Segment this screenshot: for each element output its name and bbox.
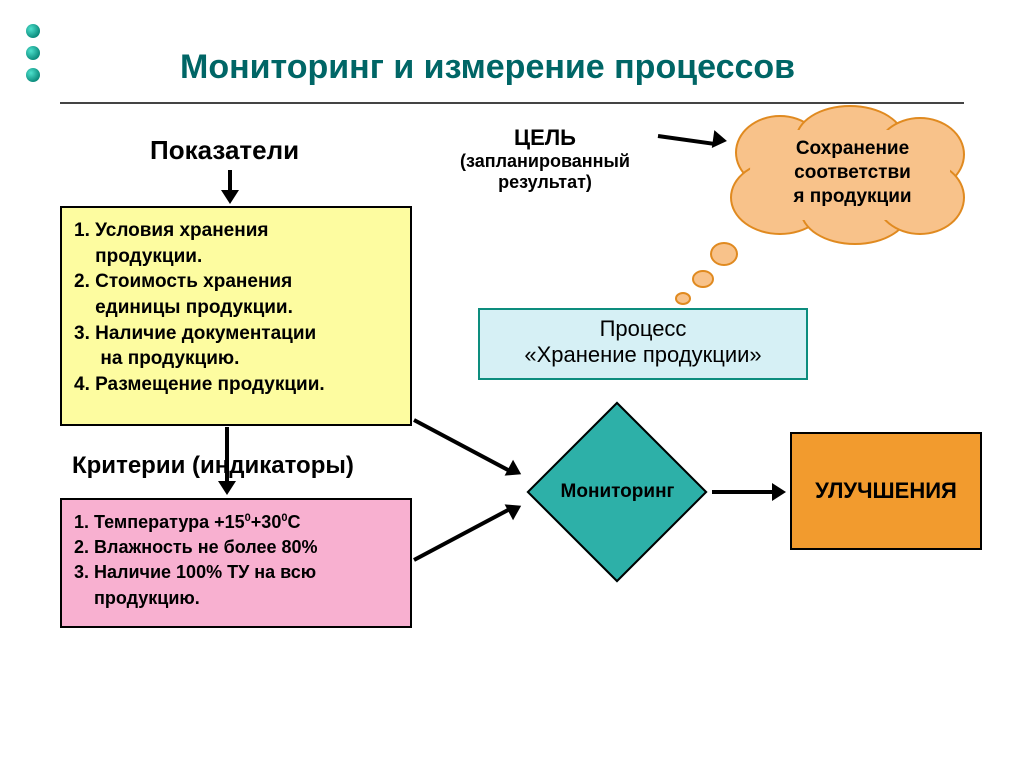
criteria-box: 1. Температура +150+300С 2. Влажность не… [60, 498, 412, 628]
pink-line-3: 3. Наличие 100% ТУ на всю продукцию. [74, 560, 398, 610]
goal-line1: ЦЕЛЬ [430, 125, 660, 151]
cloud-line2: соответстви [765, 161, 940, 185]
monitoring-label: Мониторинг [530, 481, 705, 503]
cloud-line3: я продукции [765, 185, 940, 209]
yellow-item-1: 1. Условия хранения продукции. [74, 218, 398, 269]
process-box: Процесс «Хранение продукции» [478, 308, 808, 380]
process-line2: «Хранение продукции» [492, 342, 794, 368]
yellow-item-3: 3. Наличие документации на продукцию. [74, 321, 398, 372]
cloud-line1: Сохранение [765, 137, 940, 161]
process-line1: Процесс [492, 316, 794, 342]
cloud-bubble-1 [710, 242, 738, 266]
page-title: Мониторинг и измерение процессов [180, 48, 795, 87]
goal-line2: (запланированный результат) [430, 151, 660, 193]
cloud-text: Сохранение соответстви я продукции [765, 137, 940, 208]
cloud-bubble-2 [692, 270, 714, 288]
goal-label: ЦЕЛЬ (запланированный результат) [430, 125, 660, 193]
yellow-item-4: 4. Размещение продукции. [74, 372, 398, 398]
improvements-box: УЛУЧШЕНИЯ [790, 432, 982, 550]
bullet-2 [26, 46, 40, 60]
improvements-label: УЛУЧШЕНИЯ [815, 478, 957, 504]
cloud-bubble-3 [675, 292, 691, 305]
cloud-goal: Сохранение соответстви я продукции [720, 105, 970, 265]
yellow-item-2: 2. Стоимость хранения единицы продукции. [74, 269, 398, 320]
pink-line-1: 1. Температура +150+300С [74, 510, 398, 535]
indicators-box: 1. Условия хранения продукции. 2. Стоимо… [60, 206, 412, 426]
bullet-1 [26, 24, 40, 38]
pink-line-2: 2. Влажность не более 80% [74, 535, 398, 560]
criteria-label: Критерии (индикаторы) [72, 452, 354, 480]
title-divider [60, 102, 964, 104]
indicators-label: Показатели [150, 135, 299, 166]
bullet-3 [26, 68, 40, 82]
